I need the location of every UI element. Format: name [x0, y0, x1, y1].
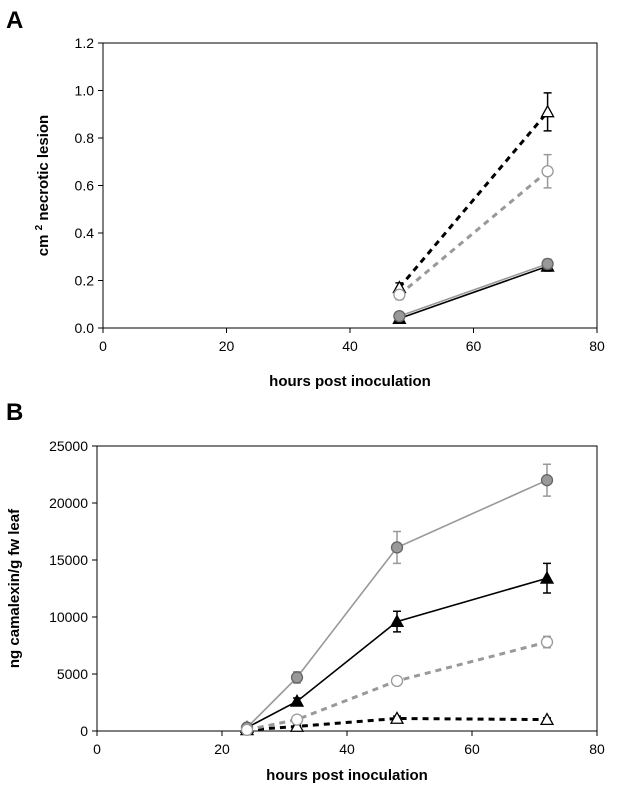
- panel-label-a: A: [6, 7, 23, 34]
- data-point-b-0: [389, 614, 405, 628]
- plot-area-a: [392, 92, 555, 324]
- series-line-a-3: [398, 170, 549, 296]
- data-point-b-1: [389, 711, 405, 724]
- x-tick-label-b: 60: [464, 741, 480, 757]
- y-axis-title-b: ng camalexin/g fw leaf: [6, 508, 23, 668]
- series-line-b-0: [246, 577, 548, 729]
- data-point-b-3: [290, 713, 304, 726]
- y-axis-title-a: cm 2 necrotic lesion: [29, 115, 52, 256]
- plot-frame-b: [96, 445, 598, 732]
- x-tick-label-a: 40: [342, 338, 358, 354]
- data-point-a-2: [541, 257, 554, 271]
- chart-panel-b: B 0 5000 10000 15000 20000 25000 0 20 40 60 80 hou…: [6, 399, 605, 784]
- data-point-a-2: [393, 309, 406, 323]
- plot-area-b: [239, 463, 555, 737]
- series-line-b-1: [246, 716, 548, 732]
- data-point-b-2: [290, 671, 304, 684]
- data-point-b-2: [540, 474, 554, 487]
- y-tick-label-a: 1.2: [75, 35, 95, 51]
- plot-frame-a: [102, 42, 598, 329]
- axes-a: 0.0 0.2 0.4 0.6 0.8 1.0 1.2 0 20 40 60 80: [75, 35, 605, 354]
- x-axis-title-a: hours post inoculation: [269, 373, 431, 390]
- y-tick-label-b: 10000: [49, 609, 88, 625]
- y-tick-label-b: 25000: [49, 438, 88, 454]
- chart-panel-a: A 0.0 0.2 0.4 0.6 0.8 1.0 1.2 0 20 40 60 80 hours p…: [6, 7, 605, 390]
- data-point-a-3: [393, 288, 406, 301]
- y-tick-label-b: 0: [80, 723, 88, 739]
- data-point-b-0: [539, 570, 555, 584]
- y-tick-label-a: 0.4: [75, 225, 95, 241]
- series-line-a-0: [399, 265, 548, 320]
- x-tick-label-b: 0: [93, 741, 101, 757]
- series-line-a-2: [399, 263, 548, 317]
- data-point-b-3: [540, 635, 554, 649]
- x-tick-label-a: 80: [589, 338, 605, 354]
- y-axis-title-a-superscript: 2: [34, 224, 45, 230]
- data-point-a-1: [540, 104, 555, 118]
- series-line-b-2: [246, 479, 548, 729]
- x-axis-title-b: hours post inoculation: [266, 767, 428, 784]
- x-tick-label-a: 0: [99, 338, 107, 354]
- y-tick-label-b: 20000: [49, 495, 88, 511]
- x-tick-label-b: 20: [214, 741, 230, 757]
- x-tick-label-b: 80: [589, 741, 605, 757]
- x-tick-label-b: 40: [339, 741, 355, 757]
- panel-label-b: B: [6, 399, 23, 426]
- y-tick-label-a: 0.0: [75, 320, 95, 336]
- data-point-b-1: [539, 712, 555, 726]
- y-tick-label-b: 5000: [57, 666, 88, 682]
- y-tick-label-a: 1.0: [75, 83, 95, 99]
- series-line-a-1: [398, 110, 549, 289]
- x-tick-label-a: 20: [219, 338, 235, 354]
- data-point-b-0: [289, 694, 305, 707]
- series-line-b-3: [246, 640, 548, 732]
- y-tick-label-a: 0.8: [75, 130, 95, 146]
- x-tick-label-a: 60: [466, 338, 482, 354]
- y-axis-title-a-suffix: necrotic lesion: [35, 115, 52, 221]
- data-point-b-3: [390, 674, 404, 687]
- data-point-b-2: [390, 541, 404, 554]
- data-point-a-3: [541, 165, 554, 178]
- y-tick-label-b: 15000: [49, 552, 88, 568]
- y-axis-title-a-prefix: cm: [35, 235, 52, 257]
- data-point-b-1: [289, 719, 305, 732]
- data-point-b-3: [240, 723, 254, 737]
- axes-b: 0 5000 10000 15000 20000 25000 0 20 40 60 80: [49, 438, 605, 757]
- y-tick-label-a: 0.2: [75, 273, 95, 289]
- y-tick-label-a: 0.6: [75, 178, 95, 194]
